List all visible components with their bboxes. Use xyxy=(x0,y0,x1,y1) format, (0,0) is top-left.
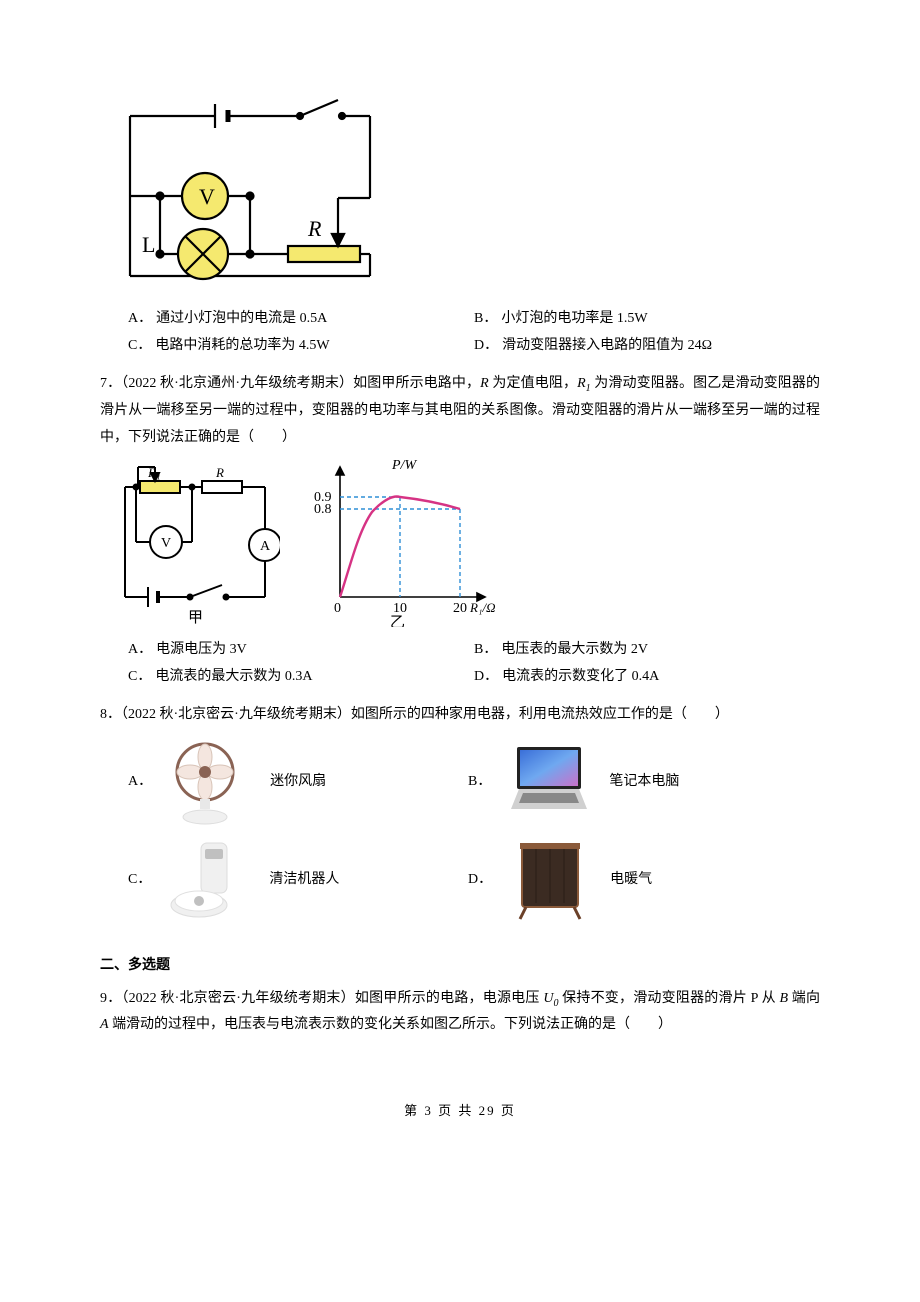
q7-ytick-08: 0.8 xyxy=(314,502,332,517)
q7-circuit-diagram: R₁ R V A 甲 xyxy=(110,457,280,627)
section2-heading: 二、多选题 xyxy=(100,953,820,980)
q7-graph-caption: 乙 xyxy=(390,615,405,627)
q8-stem: 8．（2022 秋·北京密云·九年级统考期末）如图所示的四种家用电器，利用电流热… xyxy=(100,702,820,729)
q8-option-b: B． 笔记本电脑 xyxy=(468,737,808,827)
q7-a-label: A xyxy=(260,539,271,554)
q7-xtick-20: 20 xyxy=(453,601,467,616)
q7-option-c: C．电流表的最大示数为 0.3A xyxy=(128,664,474,691)
q7-graph: P/W 0.9 0.8 0 10 20 R₁/Ω 乙 xyxy=(300,457,500,627)
q8-a-label: 迷你风扇 xyxy=(270,769,326,796)
q7-graph-ylabel: P/W xyxy=(391,458,417,473)
q6-voltmeter-label: V xyxy=(199,184,215,209)
laptop-icon xyxy=(499,737,599,827)
q8-d-label: 电暖气 xyxy=(610,867,652,894)
q9-stem: 9．（2022 秋·北京密云·九年级统考期末）如图甲所示的电路，电源电压 U0 … xyxy=(100,986,820,1039)
q7-xtick-0: 0 xyxy=(334,601,341,616)
q6-options: A．通过小灯泡中的电流是 0.5A B．小灯泡的电功率是 1.5W C．电路中消… xyxy=(128,306,820,359)
q6-option-c: C．电路中消耗的总功率为 4.5W xyxy=(128,333,474,360)
q8-option-a: A． 迷你风扇 xyxy=(128,737,468,827)
q7-v-label: V xyxy=(161,536,171,551)
q6-rheostat-label: R xyxy=(307,216,322,241)
q6-option-d: D．滑动变阻器接入电路的阻值为 24Ω xyxy=(474,333,820,360)
q7-r1-label: R₁ xyxy=(147,465,160,480)
q7-option-a: A．电源电压为 3V xyxy=(128,637,474,664)
q7-circuit-caption: 甲 xyxy=(188,610,203,626)
q7-options: A．电源电压为 3V B．电压表的最大示数为 2V C．电流表的最大示数为 0.… xyxy=(128,637,820,690)
q7-stem: 7．（2022 秋·北京通州·九年级统考期末）如图甲所示电路中，R 为定值电阻，… xyxy=(100,371,820,451)
q7-graph-xlabel: R₁/Ω xyxy=(469,600,495,615)
q8-option-c: C． 清洁机器人 xyxy=(128,835,468,925)
fan-icon xyxy=(160,737,260,827)
q8-option-d: D． 电暖气 xyxy=(468,835,808,925)
heater-icon xyxy=(500,835,600,925)
q6-circuit-diagram: S V L xyxy=(110,96,820,296)
page-footer: 第 3 页 共 29 页 xyxy=(100,1099,820,1124)
q7-r-label: R xyxy=(215,465,224,480)
q6-lamp-label: L xyxy=(142,232,155,257)
q7-option-d: D．电流表的示数变化了 0.4A xyxy=(474,664,820,691)
q6-switch-label: S xyxy=(335,96,347,101)
q7-option-b: B．电压表的最大示数为 2V xyxy=(474,637,820,664)
q6-option-b: B．小灯泡的电功率是 1.5W xyxy=(474,306,820,333)
q8-c-label: 清洁机器人 xyxy=(269,867,339,894)
q8-b-label: 笔记本电脑 xyxy=(609,769,679,796)
q6-option-a: A．通过小灯泡中的电流是 0.5A xyxy=(128,306,474,333)
q7-xtick-10: 10 xyxy=(393,601,407,616)
robot-vacuum-icon xyxy=(159,835,259,925)
